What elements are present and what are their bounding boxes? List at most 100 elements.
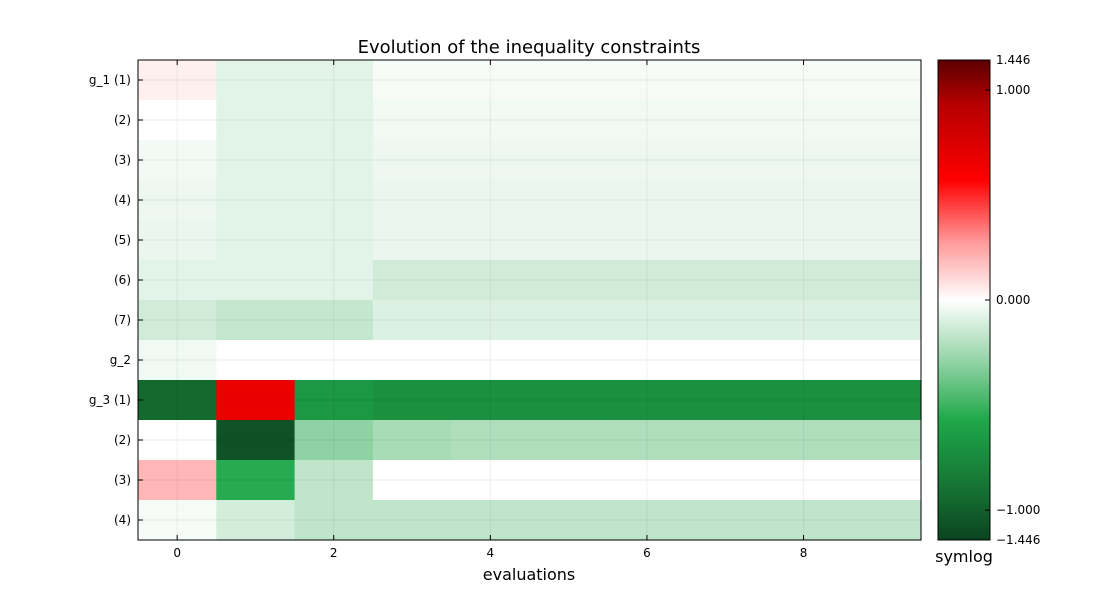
heatmap-cell	[294, 60, 374, 101]
heatmap-cell	[451, 500, 531, 541]
y-tick-label: (3)	[114, 473, 131, 487]
heatmap-cell	[842, 100, 922, 141]
heatmap-cell	[294, 300, 374, 341]
heatmap-cell	[138, 60, 217, 101]
heatmap-cell	[529, 60, 609, 101]
heatmap-cell	[764, 220, 844, 261]
heatmap-cell	[372, 300, 452, 341]
heatmap-cell	[764, 300, 844, 341]
heatmap-cell	[686, 100, 765, 141]
heatmap-cell	[686, 260, 765, 301]
heatmap-cell	[529, 100, 609, 141]
heatmap-cell	[607, 380, 687, 421]
heatmap-cell	[764, 460, 844, 501]
heatmap-cell	[842, 260, 922, 301]
heatmap-cell	[842, 60, 922, 101]
heatmap-cell	[294, 140, 374, 181]
heatmap-cell	[451, 60, 531, 101]
heatmap-cell	[842, 460, 922, 501]
heatmap-cell	[607, 340, 687, 381]
heatmap-cell	[294, 380, 374, 421]
y-tick-label: (4)	[114, 513, 131, 527]
x-axis-ticks: 0 2 4 6 8	[173, 60, 807, 560]
heatmap-cell	[842, 140, 922, 181]
heatmap-cell	[138, 220, 217, 261]
heatmap-cell	[686, 180, 765, 221]
heatmap-cell	[686, 140, 765, 181]
y-axis-ticks: g_1 (1) (2) (3) (4) (5) (6) (7) g_2 g_3 (1) (2) (3…	[89, 73, 143, 527]
heatmap-cell	[607, 300, 687, 341]
heatmap-cell	[138, 180, 217, 221]
heatmap-cell	[607, 180, 687, 221]
colorbar-tick-label: 0.000	[996, 293, 1030, 307]
colorbar-tick-label: −1.446	[996, 533, 1040, 547]
heatmap-cell	[686, 220, 765, 261]
colorbar-tick-label: 1.446	[996, 53, 1030, 67]
heatmap-cell	[607, 260, 687, 301]
heatmap-cell	[686, 300, 765, 341]
heatmap-cell	[842, 420, 922, 461]
heatmap-cell	[764, 380, 844, 421]
heatmap-cell	[764, 340, 844, 381]
heatmap-cell	[294, 460, 374, 501]
heatmap-cell	[529, 380, 609, 421]
heatmap-cell	[764, 140, 844, 181]
heatmap-cell	[294, 260, 374, 301]
heatmap-cell	[138, 140, 217, 181]
heatmap-cell	[294, 100, 374, 141]
heatmap-cell	[529, 260, 609, 301]
heatmap-cell	[451, 100, 531, 141]
heatmap-cell	[607, 60, 687, 101]
y-tick-label: g_1 (1)	[89, 73, 131, 87]
y-tick-label: (2)	[114, 433, 131, 447]
heatmap-cell	[686, 380, 765, 421]
heatmap-cell	[216, 340, 296, 381]
heatmap-cell	[372, 380, 452, 421]
heatmap-cell	[216, 100, 296, 141]
heatmap-cell	[686, 460, 765, 501]
heatmap-cell	[529, 420, 609, 461]
heatmap-cell	[764, 100, 844, 141]
y-tick-label: (5)	[114, 233, 131, 247]
heatmap-cell	[216, 140, 296, 181]
colorbar-ticks: 1.446 1.000 0.000 −1.000 −1.446	[985, 53, 1040, 547]
heatmap-cell	[451, 140, 531, 181]
chart-title: Evolution of the inequality constraints	[358, 37, 701, 58]
heatmap-cell	[216, 220, 296, 261]
heatmap-cell	[764, 500, 844, 541]
heatmap-cell	[372, 460, 452, 501]
heatmap-cell	[451, 260, 531, 301]
heatmap-cell	[451, 420, 531, 461]
heatmap-cell	[607, 460, 687, 501]
heatmap-cell	[216, 380, 296, 421]
x-tick-label: 4	[487, 546, 495, 560]
heatmap-cell	[372, 140, 452, 181]
heatmap-cell	[764, 260, 844, 301]
heatmap-cell	[372, 420, 452, 461]
heatmap-cell	[686, 340, 765, 381]
heatmap-cell	[764, 420, 844, 461]
heatmap-cell	[138, 260, 217, 301]
heatmap-cell	[451, 300, 531, 341]
heatmap-cell	[138, 380, 217, 421]
y-tick-label: g_2	[110, 353, 131, 367]
heatmap-cell	[294, 340, 374, 381]
heatmap-cell	[607, 100, 687, 141]
heatmap-cell	[372, 220, 452, 261]
plot-frame	[137, 59, 922, 541]
x-axis-label: evaluations	[483, 565, 576, 584]
colorbar	[937, 59, 991, 541]
heatmap-cell	[138, 100, 217, 141]
heatmap-cell	[216, 260, 296, 301]
heatmap-cell	[216, 300, 296, 341]
x-tick-label: 2	[330, 546, 338, 560]
heatmap-cell	[529, 500, 609, 541]
heatmap-cell	[372, 60, 452, 101]
heatmap-cell	[686, 420, 765, 461]
heatmap-cell	[294, 220, 374, 261]
heatmap-cell	[842, 300, 922, 341]
x-tick-label: 6	[643, 546, 651, 560]
y-tick-label: (7)	[114, 313, 131, 327]
heatmap-cell	[294, 500, 374, 541]
